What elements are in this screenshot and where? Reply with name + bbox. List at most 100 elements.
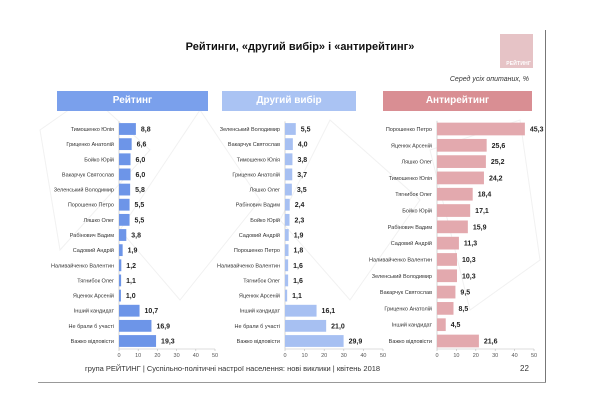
bar [119, 319, 152, 332]
bar [285, 153, 293, 166]
data-label: 24,2 [489, 175, 503, 182]
category-label: Ляшко Олег [249, 188, 280, 194]
bar [437, 204, 471, 217]
bar [119, 274, 122, 287]
category-label: Наливайченко Валентин [51, 262, 114, 269]
bar [119, 138, 132, 151]
data-label: 4,5 [451, 322, 461, 329]
rating-banner: Рейтинг [57, 91, 208, 111]
category-label: Важко відповісти [237, 339, 280, 345]
category-label: Наливайченко Валентин [369, 256, 432, 263]
bar [437, 302, 454, 315]
data-label: 29,9 [349, 339, 363, 346]
x-tick-label: 30 [492, 353, 498, 359]
category-label: Інший кандидат [392, 322, 433, 329]
data-label: 1,9 [294, 233, 304, 240]
x-tick-label: 10 [453, 353, 459, 359]
bar [285, 229, 289, 241]
category-label: Садовий Андрій [73, 247, 114, 254]
bar [285, 274, 289, 287]
category-label: Яценюк Арсеній [73, 293, 114, 300]
bar [119, 213, 130, 226]
bar [119, 335, 157, 347]
data-label: 21,0 [331, 323, 345, 330]
antirating-chart: 0 10 20 30 40 50 Порошенко Петро 45,3 Яценюк Арс… [369, 120, 544, 359]
data-label: 8,5 [458, 306, 468, 313]
data-label: 2,3 [295, 217, 305, 224]
category-label: Ляшко Олег [401, 160, 432, 166]
bar [437, 122, 525, 136]
bar [119, 153, 131, 166]
category-label: Порошенко Петро [68, 203, 114, 209]
x-tick-label: 0 [283, 353, 286, 359]
x-tick-label: 0 [117, 353, 120, 359]
data-label: 6,0 [136, 157, 146, 164]
bar [437, 155, 486, 168]
bar [119, 168, 131, 181]
category-label: Рабінович Вадим [388, 225, 432, 231]
category-label: Тимошенко Юлія [389, 176, 432, 182]
category-label: Не брали б участі [69, 324, 114, 330]
data-label: 45,3 [530, 127, 544, 134]
data-label: 15,9 [473, 224, 487, 231]
data-label: 1,2 [126, 263, 136, 270]
right-border-line [545, 30, 546, 383]
page-number: 22 [520, 364, 529, 373]
x-tick-label: 40 [512, 353, 518, 359]
data-label: 1,0 [126, 293, 136, 300]
bar [437, 220, 468, 234]
bar [285, 168, 293, 181]
x-tick-label: 40 [193, 353, 199, 359]
category-label: Тягнибок Олег [77, 278, 114, 284]
bar [437, 236, 459, 250]
x-tick-label: 40 [360, 353, 366, 359]
bar [285, 123, 296, 135]
category-label: Яценюк Арсеній [239, 293, 280, 300]
data-label: 5,8 [135, 187, 145, 194]
category-label: Бойко Юрій [250, 217, 280, 224]
data-label: 6,0 [136, 172, 146, 179]
data-label: 25,2 [491, 159, 505, 166]
category-label: Наливайченко Валентин [217, 262, 280, 269]
data-label: 25,6 [492, 143, 506, 150]
data-label: 4,0 [298, 142, 308, 149]
bar [119, 123, 136, 135]
category-label: Тягнибок Олег [395, 192, 432, 198]
category-label: Ляшко Олег [83, 218, 114, 224]
data-label: 10,3 [462, 257, 476, 264]
bar [119, 198, 130, 211]
category-label: Порошенко Петро [234, 248, 280, 254]
category-label: Бойко Юрій [84, 156, 114, 163]
data-label: 11,3 [464, 241, 477, 248]
category-label: Вакарчук Святослав [62, 172, 114, 178]
data-label: 21,6 [484, 339, 498, 346]
x-tick-label: 20 [321, 353, 327, 359]
bar [119, 259, 122, 272]
data-label: 18,4 [478, 192, 492, 199]
data-label: 10,3 [462, 273, 476, 280]
bar [437, 187, 473, 201]
data-label: 1,9 [128, 248, 138, 255]
second-choice-banner: Другий вибір [222, 91, 356, 111]
bar [437, 253, 457, 266]
category-label: Не брали б участі [235, 324, 280, 330]
data-label: 5,5 [135, 202, 145, 209]
category-label: Вакарчук Святослав [228, 142, 280, 148]
data-label: 5,5 [301, 127, 311, 134]
bar [437, 171, 484, 185]
bar [285, 138, 293, 151]
category-label: Гриценко Анатолій [384, 305, 432, 312]
category-label: Важко відповісти [389, 339, 432, 345]
x-tick-label: 30 [174, 353, 180, 359]
bar [119, 289, 121, 302]
x-tick-label: 50 [531, 353, 537, 359]
x-tick-label: 10 [302, 353, 308, 359]
bar [119, 244, 123, 257]
x-tick-label: 20 [154, 353, 160, 359]
data-label: 1,6 [293, 263, 303, 270]
logo-text: РЕЙТИНГ [506, 61, 531, 67]
subtitle: Серед усіх опитаних, % [449, 76, 529, 83]
data-label: 1,8 [294, 248, 304, 255]
data-label: 1,6 [293, 278, 303, 285]
